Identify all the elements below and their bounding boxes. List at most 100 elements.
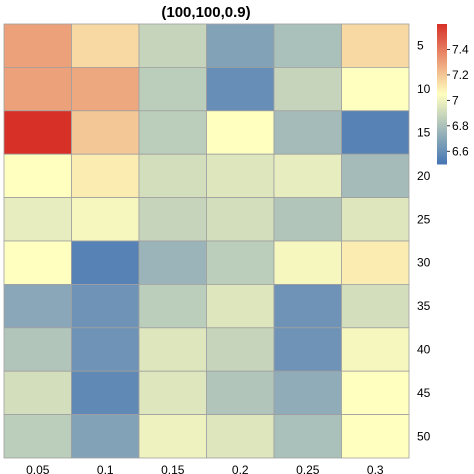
heatmap-cell — [3, 67, 72, 112]
heatmap-cell — [273, 67, 342, 112]
heatmap-cell — [138, 110, 207, 155]
heatmap-cell — [341, 23, 410, 68]
legend-color-step — [437, 98, 447, 101]
legend-color-step — [437, 124, 447, 127]
legend-color-step — [437, 112, 447, 115]
legend-color-step — [437, 146, 447, 149]
legend-color-step — [437, 118, 447, 121]
legend-color-step — [437, 48, 447, 51]
legend-tick-label: 7 — [452, 93, 459, 107]
heatmap-cell — [273, 283, 342, 329]
heatmap-cell — [273, 110, 342, 155]
legend-tick-label: 7.4 — [452, 42, 469, 56]
legend-color-step — [437, 158, 447, 161]
heatmap-cell — [138, 240, 207, 285]
legend-color-step — [437, 116, 447, 119]
legend-color-step — [437, 30, 447, 33]
x-tick-label: 0.15 — [161, 463, 185, 474]
heatmap-cell — [3, 153, 72, 198]
legend-color-step — [437, 154, 447, 157]
legend-color-step — [437, 120, 447, 123]
heatmap-cell — [3, 110, 72, 155]
legend-color-step — [437, 74, 447, 77]
heatmap-cell — [206, 110, 275, 155]
legend-color-step — [437, 60, 447, 63]
legend-color-step — [437, 34, 447, 37]
heatmap-cell — [341, 197, 410, 242]
legend-color-step — [437, 44, 447, 47]
legend-tick-label: 7.2 — [452, 68, 469, 82]
legend-color-step — [437, 50, 447, 53]
heatmap-cell — [206, 283, 275, 329]
heatmap-cell — [71, 197, 140, 242]
heatmap-cell — [138, 327, 207, 372]
legend-color-step — [437, 126, 447, 129]
legend-color-step — [437, 64, 447, 67]
legend-color-step — [437, 110, 447, 113]
heatmap-cell — [341, 283, 410, 329]
x-tick-label: 0.3 — [367, 463, 384, 474]
heatmap-cell — [3, 283, 72, 329]
x-tick-label: 0.2 — [232, 463, 249, 474]
heatmap-cell — [71, 240, 140, 285]
heatmap-cell — [3, 370, 72, 416]
heatmap-cell — [206, 67, 275, 112]
legend-color-step — [437, 114, 447, 117]
heatmap-cell — [138, 67, 207, 112]
heatmap-cells — [3, 23, 410, 459]
legend-tick-label: 6.8 — [452, 119, 469, 133]
heatmap-cell — [138, 283, 207, 329]
heatmap-cell — [206, 240, 275, 285]
heatmap-cell — [273, 23, 342, 68]
legend-color-step — [437, 76, 447, 79]
heatmap-cell — [3, 327, 72, 372]
legend-tick-label: 6.6 — [452, 144, 469, 158]
color-legend: 7.4 7.2 7 6.8 6.6 — [437, 24, 469, 165]
legend-color-step — [437, 162, 447, 165]
y-tick-label: 5 — [417, 39, 424, 53]
legend-color-step — [437, 150, 447, 153]
heatmap-cell — [138, 197, 207, 242]
legend-color-step — [437, 62, 447, 65]
y-tick-label: 45 — [417, 386, 431, 400]
legend-color-step — [437, 136, 447, 139]
legend-color-step — [437, 38, 447, 41]
legend-color-step — [437, 92, 447, 95]
legend-color-step — [437, 102, 447, 105]
legend-color-step — [437, 106, 447, 109]
legend-color-step — [437, 36, 447, 39]
legend-color-step — [437, 140, 447, 143]
heatmap-cell — [206, 327, 275, 372]
legend-color-step — [437, 66, 447, 69]
legend-color-step — [437, 104, 447, 107]
legend-color-step — [437, 142, 447, 145]
legend-color-step — [437, 122, 447, 125]
legend-color-step — [437, 84, 447, 87]
legend-color-step — [437, 96, 447, 99]
heatmap-cell — [273, 240, 342, 285]
legend-color-step — [437, 88, 447, 91]
heatmap-cell — [273, 153, 342, 198]
legend-color-step — [437, 68, 447, 71]
heatmap-cell — [341, 67, 410, 112]
heatmap-cell — [71, 67, 140, 112]
heatmap-cell — [273, 370, 342, 416]
legend-color-step — [437, 80, 447, 83]
legend-color-step — [437, 32, 447, 35]
heatmap-cell — [71, 110, 140, 155]
legend-color-step — [437, 160, 447, 163]
heatmap-cell — [71, 370, 140, 416]
legend-color-step — [437, 134, 447, 137]
y-tick-labels: 5 10 15 20 25 30 35 40 45 50 — [417, 39, 431, 444]
heatmap-cell — [138, 414, 207, 459]
legend-color-step — [437, 90, 447, 93]
x-tick-label: 0.05 — [26, 463, 50, 474]
heatmap-cell — [3, 414, 72, 459]
legend-color-step — [437, 108, 447, 111]
legend-color-step — [437, 42, 447, 45]
heatmap-cell — [206, 153, 275, 198]
heatmap-cell — [138, 370, 207, 416]
heatmap-cell — [273, 414, 342, 459]
heatmap-cell — [206, 370, 275, 416]
legend-color-step — [437, 152, 447, 155]
